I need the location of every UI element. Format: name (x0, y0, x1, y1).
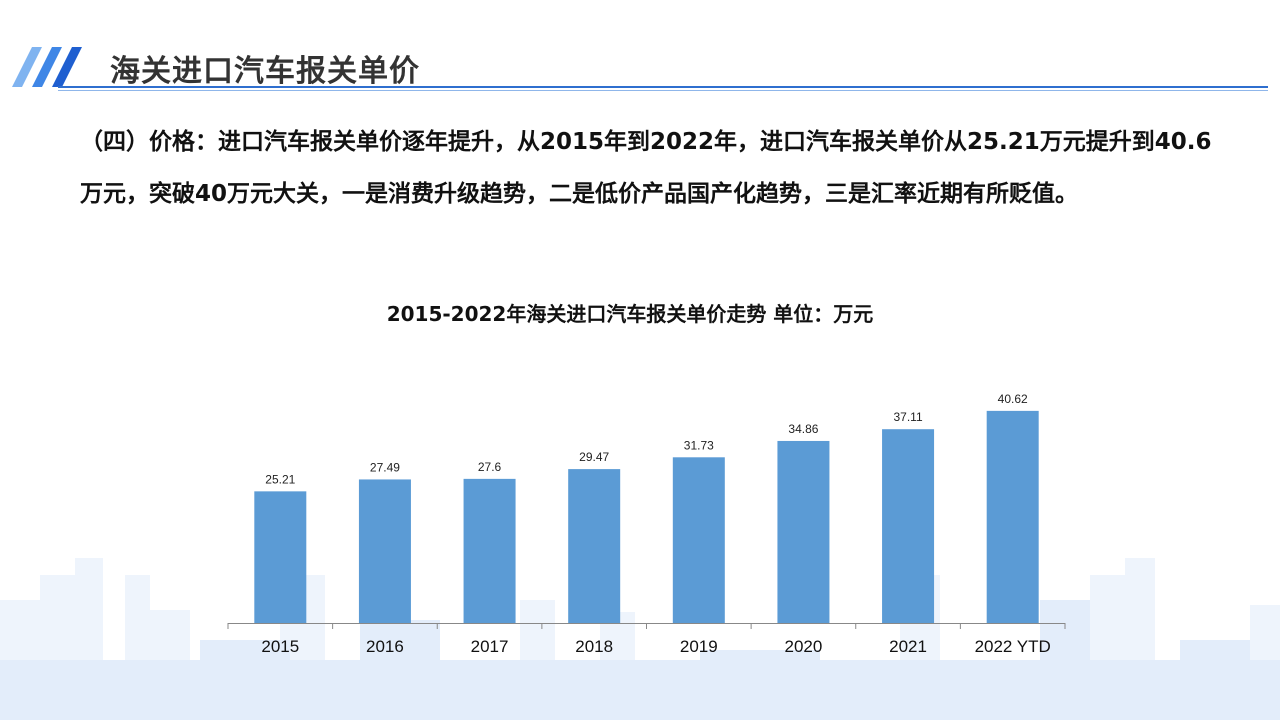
x-tick-label: 2022 YTD (975, 637, 1051, 656)
header-divider (58, 86, 1268, 88)
bar (986, 410, 1039, 623)
data-label: 34.86 (788, 422, 818, 436)
chart-title: 2015-2022年海关进口汽车报关单价走势 单位：万元 (386, 302, 874, 326)
data-label: 27.49 (370, 460, 400, 474)
x-tick-label: 2015 (261, 637, 299, 656)
bar (358, 479, 411, 623)
header-divider-thin (58, 90, 1268, 91)
x-tick-label: 2020 (785, 637, 823, 656)
bar (254, 491, 307, 623)
bar (777, 440, 830, 623)
bar (672, 457, 725, 623)
data-label: 31.73 (684, 438, 714, 452)
data-label: 25.21 (265, 472, 295, 486)
data-label: 29.47 (579, 450, 609, 464)
bar (463, 478, 516, 623)
x-tick-label: 2021 (889, 637, 927, 656)
x-tick-label: 2017 (471, 637, 509, 656)
data-label: 27.6 (478, 460, 502, 474)
header-stripes-logo (12, 47, 82, 87)
bar (568, 469, 621, 623)
data-label: 37.11 (893, 410, 922, 424)
x-tick-label: 2019 (680, 637, 718, 656)
x-tick-label: 2016 (366, 637, 404, 656)
body-paragraph: （四）价格：进口汽车报关单价逐年提升，从2015年到2022年，进口汽车报关单价… (80, 129, 1212, 207)
x-tick-label: 2018 (575, 637, 613, 656)
page-title: 海关进口汽车报关单价 (110, 54, 420, 89)
bar (882, 429, 935, 623)
data-label: 40.62 (998, 392, 1028, 406)
